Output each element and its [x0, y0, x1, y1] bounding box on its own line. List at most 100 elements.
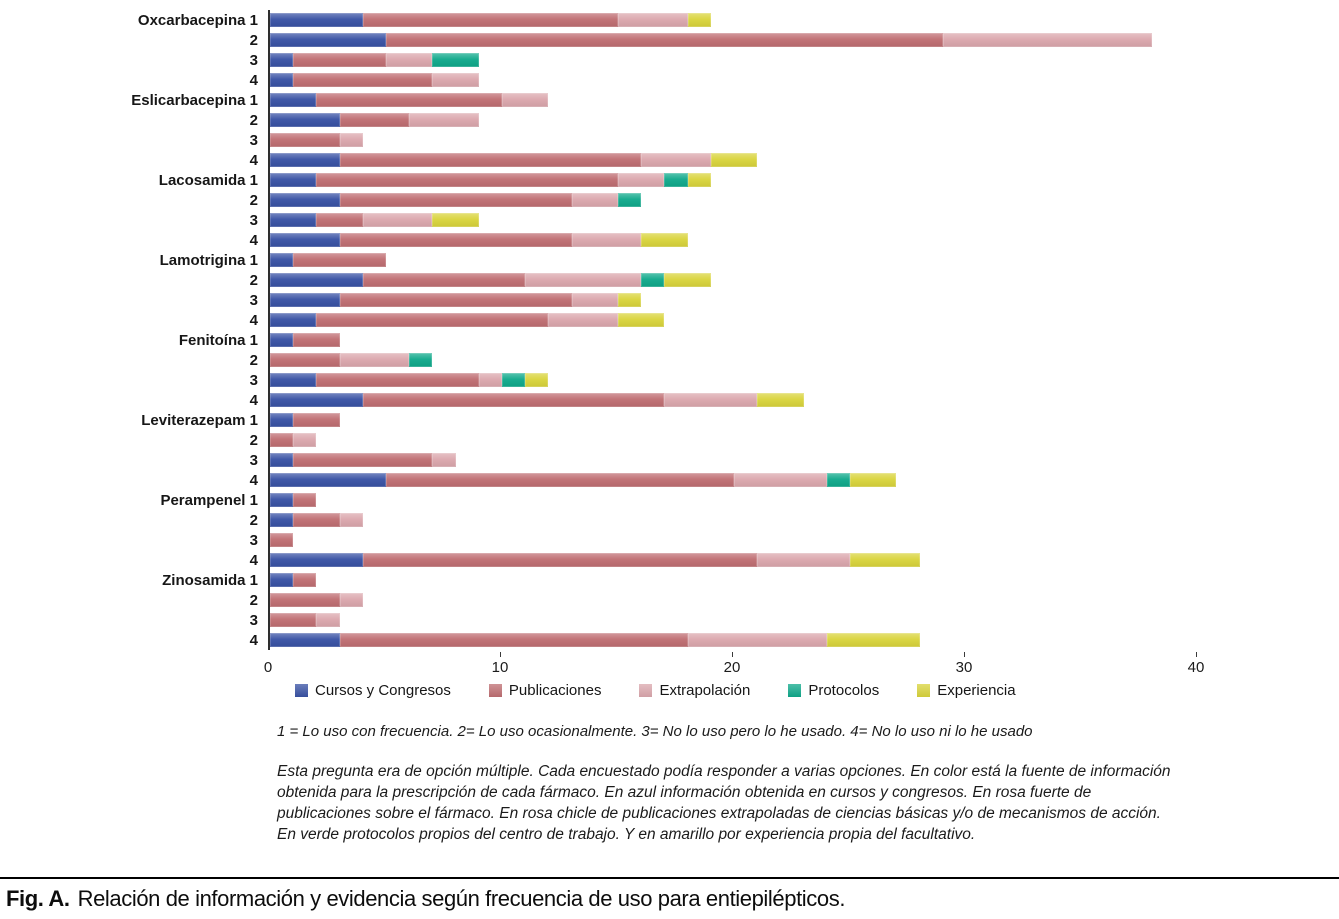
chart-row: 3 [10, 50, 1330, 70]
chart-row: 2 [10, 350, 1330, 370]
stacked-bar [270, 533, 294, 547]
bar-track [268, 50, 1215, 70]
bar-track [268, 270, 1215, 290]
bar-track [268, 450, 1215, 470]
bar-segment-extrapolacion [293, 433, 317, 447]
chart-row: Leviterazepam 1 [10, 410, 1330, 430]
bar-segment-protocolos [501, 373, 526, 387]
bar-track [268, 410, 1215, 430]
row-label: 4 [249, 231, 258, 249]
bar-segment-extrapolacion [501, 93, 549, 107]
row-label: 2 [249, 31, 258, 49]
chart-legend: Cursos y Congresos Publicaciones Extrapola… [295, 682, 1330, 699]
bar-segment-cursos-y-congresos [270, 553, 363, 567]
bar-segment-cursos-y-congresos [270, 573, 294, 587]
bar-track [268, 550, 1215, 570]
legend-label: Protocolos [808, 682, 880, 699]
x-axis-tick [964, 652, 965, 657]
stacked-bar [270, 433, 317, 447]
row-label: 3 [249, 131, 258, 149]
bar-segment-publicaciones [270, 433, 294, 447]
bar-segment-extrapolacion [316, 613, 340, 627]
row-label: 2 [249, 591, 258, 609]
row-label: 3 [249, 211, 258, 229]
bar-segment-publicaciones [362, 273, 526, 287]
row-label: 4 [249, 631, 258, 649]
bar-segment-extrapolacion [432, 73, 479, 87]
stacked-bar [270, 633, 920, 647]
legend-item-experiencia: Experiencia [917, 682, 1016, 699]
bar-segment-publicaciones [293, 413, 340, 427]
bar-segment-extrapolacion [664, 393, 758, 407]
stacked-bar [270, 353, 433, 367]
stacked-bar [270, 553, 920, 567]
bar-segment-experiencia [849, 553, 920, 567]
bar-segment-publicaciones [270, 533, 294, 547]
bar-track [268, 110, 1215, 130]
stacked-bar [270, 593, 363, 607]
stacked-bar [270, 413, 340, 427]
caption-divider [0, 877, 1339, 879]
bar-segment-publicaciones [386, 473, 734, 487]
row-label: Oxcarbacepina 1 [137, 11, 258, 29]
row-label: 4 [249, 391, 258, 409]
row-label: 3 [249, 531, 258, 549]
figure-caption: Fig. A. Relación de información y evidenc… [6, 886, 845, 912]
stacked-bar [270, 373, 549, 387]
bar-segment-publicaciones [339, 113, 410, 127]
bar-segment-publicaciones [293, 253, 386, 267]
bar-segment-cursos-y-congresos [270, 33, 386, 47]
bar-track [268, 330, 1215, 350]
stacked-bar [270, 293, 642, 307]
bar-segment-extrapolacion [548, 313, 618, 327]
bar-segment-extrapolacion [385, 53, 433, 67]
legend-label: Extrapolación [659, 682, 751, 699]
bar-segment-cursos-y-congresos [270, 633, 340, 647]
chart-row: 2 [10, 30, 1330, 50]
row-label: 4 [249, 71, 258, 89]
chart-row: 3 [10, 370, 1330, 390]
bar-segment-cursos-y-congresos [270, 173, 317, 187]
figure-caption-text: Relación de información y evidencia segú… [77, 886, 846, 911]
x-axis-tick-label: 30 [955, 659, 973, 676]
bar-segment-experiencia [525, 373, 549, 387]
row-label: 4 [249, 311, 258, 329]
bar-segment-publicaciones [293, 493, 317, 507]
chart-row: 2 [10, 110, 1330, 130]
legend-swatch-icon [639, 684, 653, 697]
row-label: 2 [249, 431, 258, 449]
bar-segment-cursos-y-congresos [270, 393, 363, 407]
legend-swatch-icon [488, 684, 502, 697]
chart-row: 3 [10, 290, 1330, 310]
bar-segment-protocolos [409, 353, 433, 367]
bar-track [268, 170, 1215, 190]
bar-segment-experiencia [687, 13, 711, 27]
row-label: 3 [249, 291, 258, 309]
bar-segment-publicaciones [362, 393, 665, 407]
row-label: 2 [249, 511, 258, 529]
bar-segment-cursos-y-congresos [270, 193, 340, 207]
stacked-bar [270, 453, 456, 467]
response-key-note: 1 = Lo uso con frecuencia. 2= Lo uso oca… [277, 723, 1033, 740]
chart-row: Perampenel 1 [10, 490, 1330, 510]
bar-segment-publicaciones [293, 333, 340, 347]
bar-track [268, 130, 1215, 150]
bar-segment-cursos-y-congresos [270, 453, 294, 467]
bar-track [268, 590, 1215, 610]
bar-segment-extrapolacion [525, 273, 642, 287]
bar-segment-cursos-y-congresos [270, 93, 317, 107]
bar-segment-extrapolacion [734, 473, 827, 487]
bar-segment-publicaciones [270, 593, 340, 607]
bar-segment-publicaciones [339, 633, 688, 647]
stacked-bar-chart: Oxcarbacepina 1 2 3 4 Eslicarbacepina 1 2 3 4 La… [10, 10, 1330, 845]
chart-row: 2 [10, 430, 1330, 450]
bar-segment-cursos-y-congresos [270, 373, 317, 387]
legend-label: Publicaciones [508, 682, 602, 699]
bar-segment-publicaciones [386, 33, 943, 47]
bar-segment-publicaciones [293, 513, 340, 527]
row-label: Perampenel 1 [160, 491, 258, 509]
chart-row: 2 [10, 190, 1330, 210]
stacked-bar [270, 153, 758, 167]
stacked-bar [270, 113, 479, 127]
